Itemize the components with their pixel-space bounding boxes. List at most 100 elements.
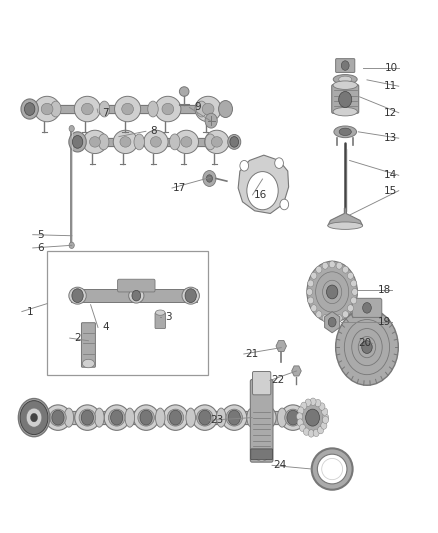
Ellipse shape <box>155 96 181 122</box>
Circle shape <box>140 410 152 425</box>
FancyBboxPatch shape <box>251 379 273 462</box>
Text: 22: 22 <box>271 375 284 385</box>
Ellipse shape <box>343 311 349 318</box>
Circle shape <box>219 101 233 117</box>
Ellipse shape <box>197 409 213 426</box>
Text: 2: 2 <box>74 333 81 343</box>
Ellipse shape <box>46 405 71 430</box>
Circle shape <box>203 171 216 187</box>
Ellipse shape <box>297 419 303 426</box>
Circle shape <box>326 285 338 299</box>
Ellipse shape <box>75 405 100 430</box>
Circle shape <box>25 103 35 115</box>
Ellipse shape <box>99 134 109 150</box>
Circle shape <box>341 61 349 70</box>
Ellipse shape <box>301 404 324 431</box>
Ellipse shape <box>304 428 310 435</box>
Circle shape <box>363 303 371 313</box>
Ellipse shape <box>138 409 154 426</box>
Circle shape <box>306 409 320 426</box>
Ellipse shape <box>113 130 138 154</box>
Ellipse shape <box>205 134 215 150</box>
Ellipse shape <box>339 76 352 83</box>
Ellipse shape <box>34 96 60 122</box>
Ellipse shape <box>329 261 335 268</box>
FancyBboxPatch shape <box>155 313 166 328</box>
Ellipse shape <box>255 450 268 461</box>
Ellipse shape <box>192 405 218 430</box>
Ellipse shape <box>109 409 125 426</box>
Circle shape <box>69 242 74 248</box>
Ellipse shape <box>74 96 100 122</box>
Ellipse shape <box>319 403 325 410</box>
Text: 17: 17 <box>173 183 187 193</box>
Circle shape <box>240 160 249 171</box>
Text: 14: 14 <box>384 171 398 180</box>
Ellipse shape <box>311 305 317 312</box>
Text: 10: 10 <box>385 63 397 72</box>
Ellipse shape <box>181 136 192 147</box>
Ellipse shape <box>196 101 207 117</box>
Text: 20: 20 <box>358 338 371 349</box>
Circle shape <box>52 410 64 425</box>
Ellipse shape <box>21 99 39 119</box>
Polygon shape <box>325 312 340 333</box>
Ellipse shape <box>144 130 168 154</box>
Ellipse shape <box>64 408 74 427</box>
Ellipse shape <box>351 297 357 304</box>
Ellipse shape <box>216 408 226 427</box>
Ellipse shape <box>49 409 66 426</box>
Ellipse shape <box>180 87 189 96</box>
Ellipse shape <box>170 134 180 150</box>
Text: 13: 13 <box>384 133 398 143</box>
Circle shape <box>230 136 239 147</box>
Ellipse shape <box>307 288 313 295</box>
Ellipse shape <box>226 409 243 426</box>
Circle shape <box>228 410 240 425</box>
FancyBboxPatch shape <box>332 85 359 114</box>
Ellipse shape <box>322 314 328 321</box>
Text: 16: 16 <box>254 190 267 200</box>
Ellipse shape <box>321 408 328 415</box>
Circle shape <box>199 410 211 425</box>
Ellipse shape <box>120 136 131 147</box>
Ellipse shape <box>347 272 353 279</box>
Circle shape <box>72 289 83 303</box>
Ellipse shape <box>50 101 61 117</box>
Ellipse shape <box>69 132 86 152</box>
Circle shape <box>258 410 270 425</box>
Circle shape <box>72 135 83 148</box>
Text: 6: 6 <box>37 243 44 253</box>
Ellipse shape <box>347 305 353 312</box>
Ellipse shape <box>186 408 195 427</box>
FancyBboxPatch shape <box>81 322 95 367</box>
Ellipse shape <box>311 272 317 279</box>
Ellipse shape <box>41 103 53 115</box>
Ellipse shape <box>134 134 145 150</box>
Ellipse shape <box>163 405 188 430</box>
Circle shape <box>185 289 196 303</box>
Ellipse shape <box>318 454 347 484</box>
Ellipse shape <box>115 96 141 122</box>
Ellipse shape <box>81 103 93 115</box>
Ellipse shape <box>307 297 314 304</box>
Ellipse shape <box>228 134 241 149</box>
Ellipse shape <box>298 407 304 414</box>
Circle shape <box>328 317 336 327</box>
Ellipse shape <box>322 262 328 269</box>
Circle shape <box>20 401 48 434</box>
Circle shape <box>206 175 212 182</box>
Ellipse shape <box>316 266 322 273</box>
Polygon shape <box>292 366 301 376</box>
Ellipse shape <box>333 75 357 84</box>
Ellipse shape <box>18 399 49 437</box>
Ellipse shape <box>134 405 159 430</box>
Ellipse shape <box>328 222 363 229</box>
Circle shape <box>307 261 357 322</box>
Ellipse shape <box>222 405 247 430</box>
Text: 15: 15 <box>384 185 398 196</box>
Text: 21: 21 <box>245 349 258 359</box>
Ellipse shape <box>310 398 316 406</box>
Ellipse shape <box>255 409 272 426</box>
Ellipse shape <box>104 405 129 430</box>
